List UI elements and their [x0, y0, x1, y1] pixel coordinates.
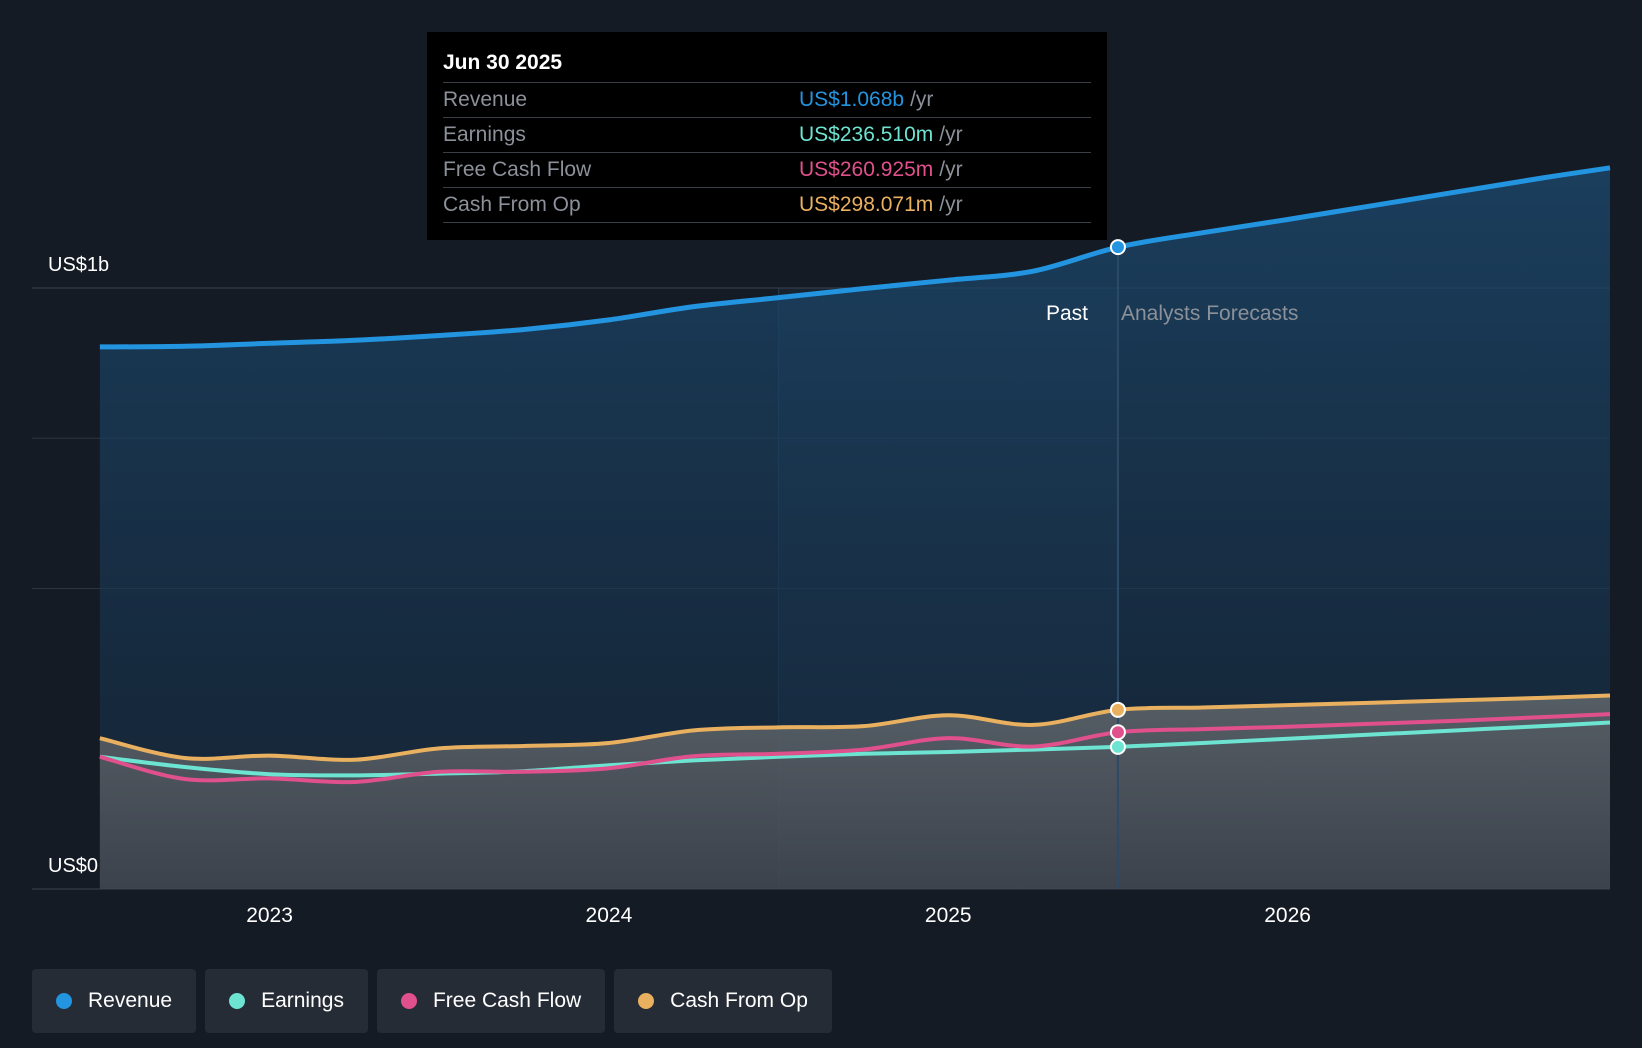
legend-item-earnings[interactable]: Earnings	[205, 969, 368, 1033]
area-layer	[99, 167, 1610, 890]
legend-label: Free Cash Flow	[432, 989, 582, 1012]
tooltip-unit: /yr	[910, 88, 934, 111]
x-tick-label: 2024	[586, 904, 633, 927]
tooltip-row-cash-from-op: Cash From Op US$298.071m /yr	[443, 188, 1091, 223]
tooltip-label: Revenue	[443, 88, 528, 111]
marker-layer	[1109, 239, 1126, 889]
past-label: Past	[1046, 302, 1088, 325]
legend-dot-icon	[56, 993, 72, 1009]
free-cash-flow-marker	[1109, 724, 1126, 741]
tooltip-value: US$1.068b	[799, 88, 905, 111]
legend-label: Revenue	[88, 989, 173, 1012]
tooltip: Jun 30 2025 Revenue US$1.068b /yr Earnin…	[427, 32, 1107, 240]
earnings-marker	[1109, 738, 1126, 755]
tooltip-unit: /yr	[939, 158, 963, 181]
tooltip-value: US$236.510m	[799, 123, 934, 146]
legend-item-free-cash-flow[interactable]: Free Cash Flow	[376, 969, 606, 1033]
tooltip-row-free-cash-flow: Free Cash Flow US$260.925m /yr	[443, 153, 1091, 188]
x-tick-label: 2023	[246, 904, 293, 927]
forecast-label: Analysts Forecasts	[1121, 302, 1298, 325]
legend-dot-icon	[638, 993, 655, 1009]
tooltip-row-earnings: Earnings US$236.510m /yr	[443, 118, 1091, 153]
tooltip-date: Jun 30 2025	[443, 44, 1091, 83]
free-cash-flow-line	[99, 712, 1611, 785]
x-tick-label: 2026	[1264, 904, 1311, 927]
x-tick-layer: 2023 2024 2025 2026	[246, 904, 1311, 927]
legend-item-revenue[interactable]: Revenue	[32, 969, 197, 1033]
legend-item-cash-from-op[interactable]: Cash From Op	[614, 969, 832, 1033]
cash-from-op-marker	[1109, 701, 1126, 718]
legend: Revenue Earnings Free Cash Flow Cash Fro…	[32, 969, 832, 1033]
lower-series-area	[99, 695, 1610, 889]
cash-from-op-line	[99, 693, 1611, 762]
y-tick-label-top: US$1b	[48, 254, 109, 276]
legend-label: Cash From Op	[670, 989, 808, 1012]
legend-dot-icon	[229, 993, 246, 1009]
tooltip-value: US$298.071m	[799, 193, 934, 216]
legend-label: Earnings	[261, 989, 344, 1012]
tooltip-label: Free Cash Flow	[443, 158, 592, 181]
tooltip-unit: /yr	[939, 193, 963, 216]
tooltip-row-revenue: Revenue US$1.068b /yr	[443, 83, 1091, 118]
tooltip-label: Earnings	[443, 123, 526, 146]
tooltip-unit: /yr	[939, 123, 963, 146]
series-line-layer	[99, 165, 1611, 785]
revenue-line	[99, 165, 1611, 350]
x-tick-label: 2025	[925, 904, 972, 927]
y-tick-label-bottom: US$0	[48, 855, 98, 877]
tooltip-value: US$260.925m	[799, 158, 934, 181]
tooltip-label: Cash From Op	[443, 193, 581, 216]
earnings-line	[99, 720, 1611, 778]
legend-dot-icon	[400, 993, 417, 1009]
revenue-marker	[1109, 239, 1126, 256]
